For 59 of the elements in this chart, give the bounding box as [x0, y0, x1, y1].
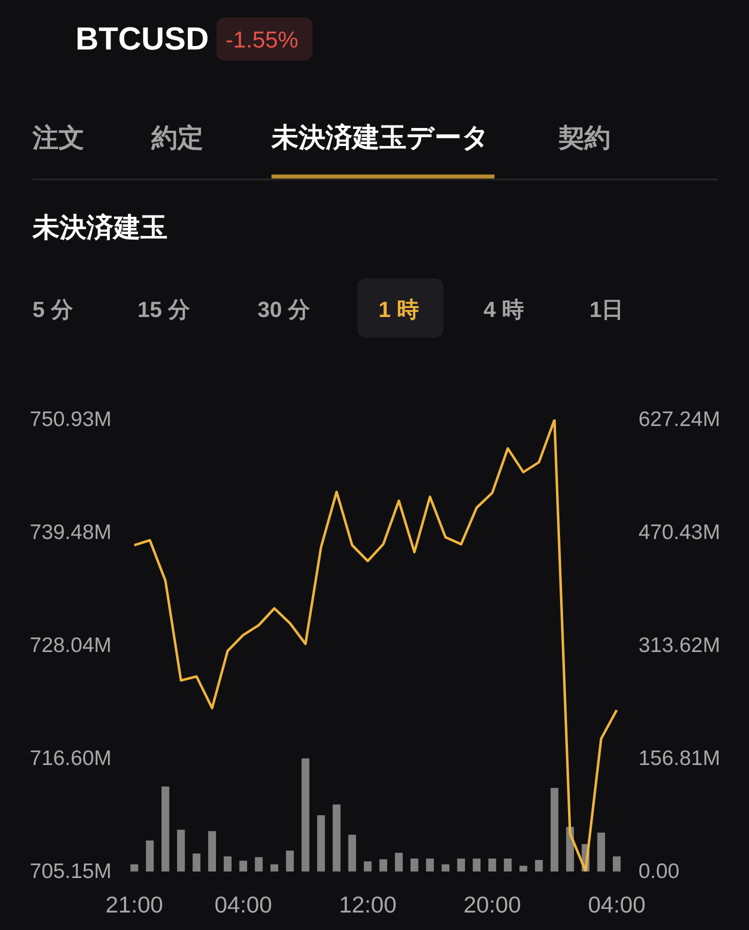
bar — [488, 858, 496, 872]
text: 約定 — [150, 122, 204, 152]
bar — [130, 864, 138, 872]
text: 未決済建玉データ — [270, 122, 490, 152]
bar — [208, 831, 216, 872]
y2-tick-label: 627.24M — [638, 408, 720, 431]
x-tick-label: 12:00 — [338, 892, 397, 918]
x-tick-label: 04:00 — [588, 892, 646, 918]
bar — [426, 858, 434, 872]
text: 1日 — [590, 297, 624, 322]
bar — [146, 840, 154, 872]
text: 30 分 — [258, 297, 312, 322]
bar — [348, 834, 356, 872]
y-tick-label: 716.60M — [30, 746, 112, 770]
bar — [472, 858, 481, 872]
bar — [177, 830, 185, 872]
y2-tick-label: 0.00 — [638, 860, 680, 883]
bar — [457, 858, 465, 872]
bar — [612, 856, 621, 872]
text: 4 時 — [484, 297, 524, 322]
text: -1.55% — [226, 26, 298, 52]
bar — [442, 864, 450, 872]
y2-tick-label: 156.81M — [638, 747, 720, 770]
bar — [332, 804, 340, 872]
bar — [364, 861, 372, 872]
bar — [519, 866, 528, 872]
y-tick-label: 750.93M — [30, 408, 112, 431]
y-tick-label: 728.04M — [30, 634, 112, 657]
bar — [550, 788, 558, 872]
y-tick-label: 705.15M — [30, 860, 112, 883]
line-series — [133, 420, 618, 872]
bar — [162, 786, 170, 872]
bar — [270, 864, 278, 872]
bar — [597, 832, 606, 872]
bar — [535, 860, 543, 872]
bar — [504, 858, 512, 872]
bar — [410, 858, 418, 872]
text: 1 時 — [378, 297, 419, 322]
y2-tick-label: 470.43M — [638, 521, 720, 544]
text: 注文 — [32, 122, 84, 152]
x-tick-label: 20:00 — [463, 892, 522, 918]
y2-tick-label: 313.62M — [638, 634, 720, 657]
bar — [379, 859, 388, 872]
text: BTCUSD — [76, 20, 209, 56]
bar — [254, 857, 263, 872]
bar — [239, 860, 248, 872]
text: 15 分 — [138, 297, 192, 322]
x-tick-label: 04:00 — [214, 892, 272, 918]
text: 契約 — [558, 122, 610, 152]
y-tick-label: 739.48M — [30, 521, 112, 544]
bar — [286, 850, 294, 872]
chart-title: 未決済建玉 — [32, 212, 168, 242]
bar — [224, 856, 232, 872]
bar — [302, 758, 310, 872]
bar — [317, 815, 325, 872]
bar — [192, 853, 200, 872]
bar — [394, 852, 403, 872]
x-tick-label: 21:00 — [106, 892, 164, 918]
text: 5 分 — [32, 297, 74, 322]
